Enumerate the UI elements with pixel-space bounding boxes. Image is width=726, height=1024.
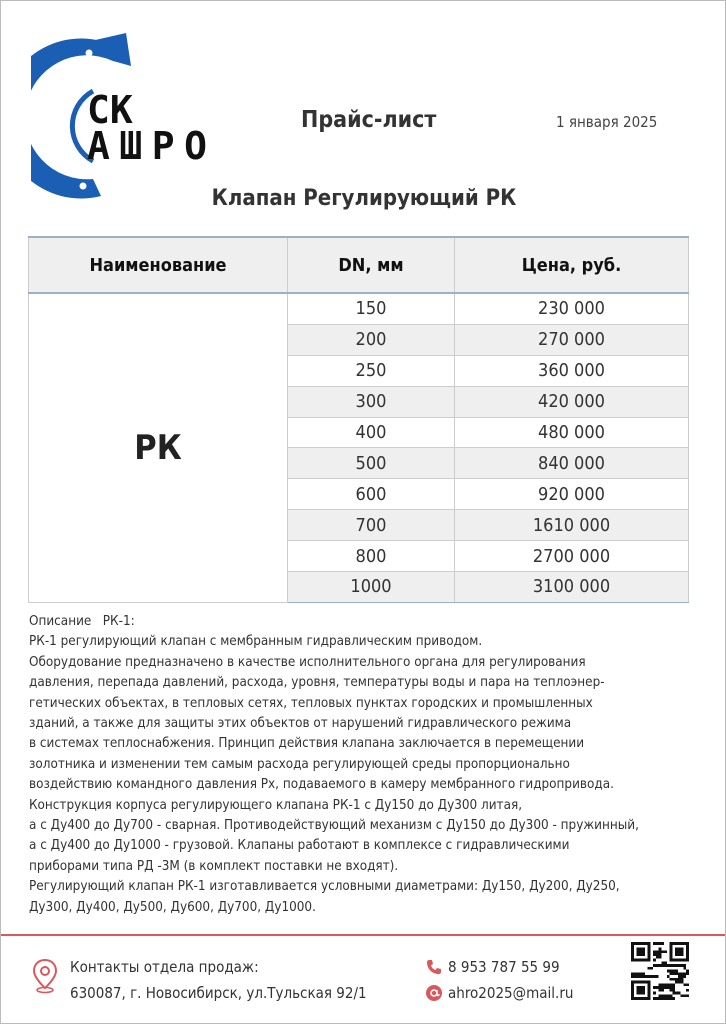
- description-line: Оборудование предназначено в качестве ис…: [29, 654, 586, 670]
- price-cell: 920 000: [454, 478, 689, 511]
- footer-divider: [1, 934, 725, 936]
- phone-icon: [427, 960, 441, 974]
- dn-cell: 200: [287, 323, 455, 356]
- price-cell: 420 000: [454, 385, 689, 418]
- page-title: Прайс-лист: [301, 107, 437, 133]
- column-header-dn: DN, мм: [287, 236, 455, 294]
- address: 630087, г. Новосибирск, ул.Тульская 92/1: [70, 984, 367, 1002]
- table-row: РК 150 230 000: [28, 292, 689, 603]
- email-link[interactable]: ahro2025@mail.ru: [448, 984, 574, 1002]
- price-cell: 360 000: [454, 354, 689, 387]
- product-description: Описание РК-1: РК-1 регулирующий клапан с…: [29, 612, 709, 918]
- table-header-row: Наименование DN, мм Цена, руб.: [28, 236, 689, 294]
- table-row: 500 840 000: [29, 447, 689, 480]
- description-line: РК-1 регулирующий клапан с мембранным ги…: [29, 634, 483, 650]
- svg-text:АШРО: АШРО: [87, 124, 207, 168]
- table-row: 300 420 000: [29, 385, 689, 418]
- description-line: Ду300, Ду400, Ду500, Ду600, Ду700, Ду100…: [29, 899, 316, 915]
- company-logo: СК АШРО: [31, 33, 207, 199]
- price-cell: 270 000: [454, 323, 689, 356]
- description-line: Конструкция корпуса регулирующего клапан…: [29, 797, 523, 813]
- contacts-block: Контакты отдела продаж: 630087, г. Новос…: [70, 954, 367, 1006]
- price-date: 1 января 2025: [556, 113, 658, 131]
- table-row: 700 1610 000: [29, 509, 689, 542]
- description-line: давления, перепада давлений, расхода, ур…: [29, 675, 605, 691]
- product-title: Клапан Регулирующий РК: [211, 186, 517, 211]
- description-line: в системах теплоснабжения. Принцип дейст…: [29, 736, 585, 752]
- description-line: а с Ду400 до Ду1000 - грузовой. Клапаны …: [29, 838, 570, 854]
- description-line: гетических объектах, в тепловых сетях, т…: [29, 695, 593, 711]
- description-line: зданий, а также для защиты этих объектов…: [29, 716, 572, 732]
- dn-cell: 400: [287, 416, 455, 449]
- phone-number[interactable]: 8 953 787 55 99: [448, 958, 560, 976]
- price-cell: 2700 000: [454, 540, 689, 573]
- table-row: 1000 3100 000: [29, 571, 689, 603]
- dn-cell: 300: [287, 385, 455, 418]
- dn-cell: 700: [287, 509, 455, 542]
- contacts-label: Контакты отдела продаж:: [70, 958, 259, 976]
- price-cell: 3100 000: [454, 571, 689, 603]
- dn-cell: 150: [287, 292, 455, 325]
- description-line: Регулирующий клапан РК-1 изготавливается…: [29, 879, 620, 895]
- description-line: Описание РК-1:: [29, 614, 135, 629]
- price-cell: 840 000: [454, 447, 689, 480]
- description-line: а с Ду400 до Ду700 - сварная. Противодей…: [29, 818, 639, 834]
- price-cell: 1610 000: [454, 509, 689, 542]
- dn-cell: 1000: [287, 571, 455, 603]
- price-table: Наименование DN, мм Цена, руб. РК 150 230 …: [28, 236, 689, 603]
- svg-text:СК: СК: [87, 88, 133, 132]
- price-cell: 480 000: [454, 416, 689, 449]
- location-pin-icon: [32, 958, 58, 994]
- table-row: 400 480 000: [29, 416, 689, 449]
- dn-cell: 500: [287, 447, 455, 480]
- product-name-cell: РК: [28, 292, 288, 603]
- dn-cell: 600: [287, 478, 455, 511]
- description-line: воздействию командного давления Рх, пода…: [29, 777, 614, 793]
- contact-links: 8 953 787 55 99 ahro2025@mail.ru: [426, 954, 573, 1006]
- price-cell: 230 000: [454, 292, 689, 325]
- description-line: приборами типа РД -3М (в комплект постав…: [29, 858, 399, 874]
- column-header-price: Цена, руб.: [454, 236, 689, 294]
- dn-cell: 250: [287, 354, 455, 387]
- dn-cell: 800: [287, 540, 455, 573]
- at-sign-icon: [426, 985, 442, 1001]
- description-line: золотника и изменении тем самым расхода …: [29, 756, 570, 772]
- qr-code[interactable]: [631, 942, 689, 1000]
- table-row: 250 360 000: [29, 354, 689, 387]
- column-header-name: Наименование: [28, 236, 288, 294]
